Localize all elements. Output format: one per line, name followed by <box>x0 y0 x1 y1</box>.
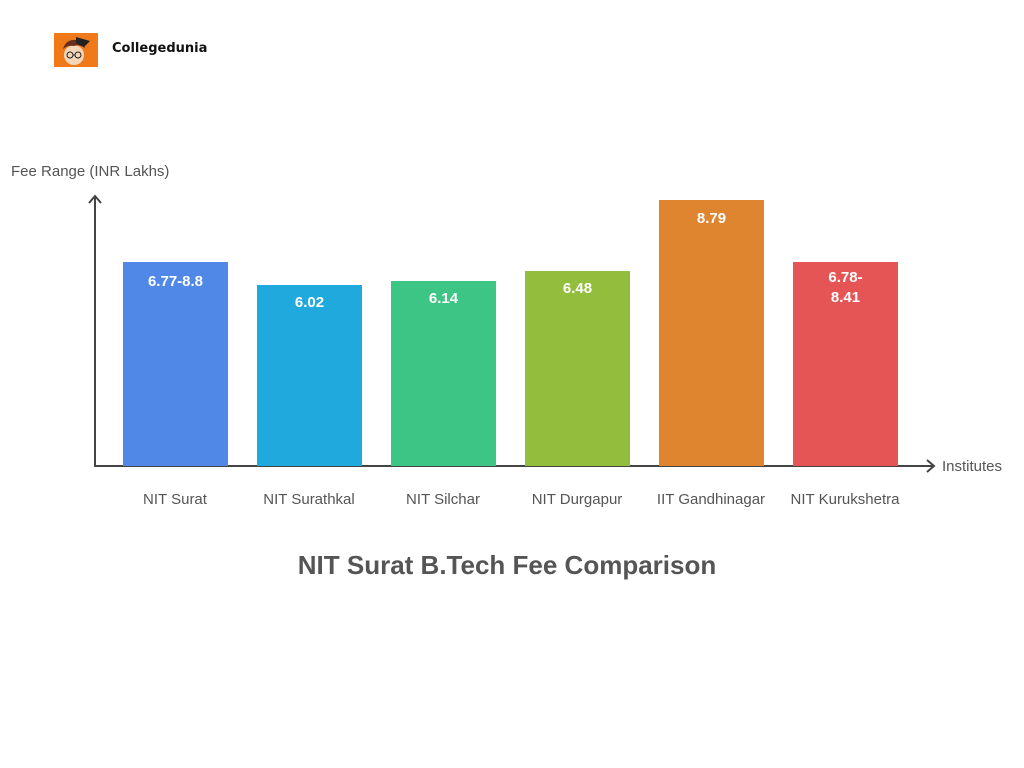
category-label: NIT Surat <box>143 491 207 508</box>
bar-nit-durgapur: 6.48 <box>525 271 630 466</box>
category-label: NIT Silchar <box>406 491 480 508</box>
bar-nit-kurukshetra: 6.78- 8.41 <box>793 262 898 466</box>
brand-name: Collegedunia <box>112 41 208 56</box>
category-label: NIT Kurukshetra <box>790 491 900 508</box>
bar-iit-gandhinagar: 8.79 <box>659 200 764 466</box>
bar-nit-surat: 6.77-8.8 <box>123 262 228 466</box>
bar-nit-surathkal: 6.02 <box>257 285 362 466</box>
x-axis-label: Institutes <box>942 458 1003 475</box>
student-avatar-icon <box>54 33 98 67</box>
chart-title: NIT Surat B.Tech Fee Comparison <box>297 550 717 580</box>
bar-value-label-line2: 8.41 <box>830 289 861 306</box>
bar-value-label: 6.48 <box>562 280 593 297</box>
category-label: IIT Gandhinagar <box>656 491 766 508</box>
bar-nit-silchar: 6.14 <box>391 281 496 466</box>
bar-value-label-line1: 6.78- <box>828 269 863 286</box>
bar-value-label: 6.77-8.8 <box>147 273 204 290</box>
bar-value-label: 6.02 <box>294 294 325 311</box>
y-axis-label: Fee Range (INR Lakhs) <box>11 163 170 180</box>
bar-value-label: 8.79 <box>696 210 727 227</box>
collegedunia-logo <box>54 33 98 67</box>
category-label: NIT Surathkal <box>263 491 355 508</box>
category-label: NIT Durgapur <box>531 491 623 508</box>
bar-value-label: 6.14 <box>428 290 459 307</box>
